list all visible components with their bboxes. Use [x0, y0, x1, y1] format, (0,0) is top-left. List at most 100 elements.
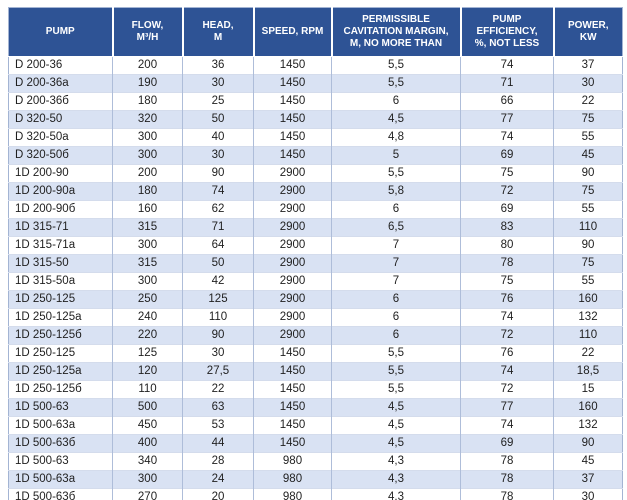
pump-name-cell: D 320-50б — [8, 146, 113, 165]
table-row: 1D 250-125б 220 90 2900 6 72 110 — [8, 326, 623, 345]
cavitation-cell: 5,5 — [331, 56, 461, 75]
power-cell: 90 — [553, 164, 623, 183]
head-cell: 110 — [182, 308, 254, 327]
flow-cell: 300 — [112, 470, 183, 489]
table-row: 1D 250-125a 240 110 2900 6 74 132 — [8, 308, 623, 327]
table-row: 1D 315-71 315 71 2900 6,5 83 110 — [8, 218, 623, 237]
pump-name-cell: 1D 500-63a — [8, 416, 113, 435]
cavitation-cell: 4,8 — [331, 128, 461, 147]
speed-cell: 1450 — [253, 74, 332, 93]
table-row: 1D 315-71a 300 64 2900 7 80 90 — [8, 236, 623, 255]
efficiency-cell: 74 — [460, 416, 554, 435]
speed-cell: 980 — [253, 452, 332, 471]
speed-cell: 1450 — [253, 56, 332, 75]
power-cell: 132 — [553, 308, 623, 327]
power-cell: 45 — [553, 146, 623, 165]
pump-name-cell: 1D 250-125a — [8, 308, 113, 327]
speed-cell: 1450 — [253, 398, 332, 417]
head-cell: 20 — [182, 488, 254, 500]
efficiency-cell: 78 — [460, 452, 554, 471]
table-row: 1D 500-63 340 28 980 4,3 78 45 — [8, 452, 623, 471]
power-cell: 90 — [553, 236, 623, 255]
pump-name-cell: 1D 250-125 — [8, 344, 113, 363]
power-cell: 75 — [553, 182, 623, 201]
table-row: 1D 500-63б 270 20 980 4,3 78 30 — [8, 488, 623, 500]
table-row: 1D 500-63б 400 44 1450 4,5 69 90 — [8, 434, 623, 453]
pump-name-cell: 1D 250-125б — [8, 380, 113, 399]
speed-cell: 2900 — [253, 254, 332, 273]
efficiency-cell: 72 — [460, 380, 554, 399]
flow-cell: 200 — [112, 164, 183, 183]
column-header-pump: PUMP — [8, 7, 113, 57]
cavitation-cell: 5,5 — [331, 74, 461, 93]
pump-name-cell: 1D 315-71a — [8, 236, 113, 255]
flow-cell: 315 — [112, 254, 183, 273]
speed-cell: 2900 — [253, 236, 332, 255]
efficiency-cell: 77 — [460, 398, 554, 417]
column-header-power: POWER, KW — [552, 7, 623, 57]
power-cell: 18,5 — [553, 362, 623, 381]
power-cell: 75 — [553, 254, 623, 273]
cavitation-cell: 6 — [331, 92, 461, 111]
flow-cell: 110 — [112, 380, 183, 399]
cavitation-cell: 4,5 — [331, 398, 461, 417]
flow-cell: 300 — [112, 272, 183, 291]
efficiency-cell: 78 — [460, 254, 554, 273]
power-cell: 22 — [553, 92, 623, 111]
speed-cell: 2900 — [253, 164, 332, 183]
speed-cell: 1450 — [253, 92, 332, 111]
speed-cell: 2900 — [253, 200, 332, 219]
speed-cell: 2900 — [253, 182, 332, 201]
efficiency-cell: 80 — [460, 236, 554, 255]
flow-cell: 180 — [112, 182, 183, 201]
table-row: 1D 200-90б 160 62 2900 6 69 55 — [8, 200, 623, 219]
cavitation-cell: 5,5 — [331, 362, 461, 381]
efficiency-cell: 83 — [460, 218, 554, 237]
pump-name-cell: 1D 500-63 — [8, 452, 113, 471]
pump-name-cell: 1D 500-63 — [8, 398, 113, 417]
pump-name-cell: 1D 200-90a — [8, 182, 113, 201]
table-row: 1D 250-125 125 30 1450 5,5 76 22 — [8, 344, 623, 363]
flow-cell: 220 — [112, 326, 183, 345]
cavitation-cell: 4,5 — [331, 416, 461, 435]
cavitation-cell: 6 — [331, 326, 461, 345]
cavitation-cell: 4,5 — [331, 110, 461, 129]
column-header-flow: FLOW, M³/H — [111, 7, 183, 57]
speed-cell: 2900 — [253, 272, 332, 291]
table-row: D 320-50 320 50 1450 4,5 77 75 — [8, 110, 623, 129]
pump-specifications-table: PUMP FLOW, M³/H HEAD, M SPEED, RPM PERMI… — [8, 7, 623, 500]
head-cell: 28 — [182, 452, 254, 471]
pump-name-cell: 1D 200-90б — [8, 200, 113, 219]
head-cell: 44 — [182, 434, 254, 453]
power-cell: 37 — [553, 56, 623, 75]
head-cell: 63 — [182, 398, 254, 417]
power-cell: 90 — [553, 434, 623, 453]
table-row: 1D 250-125a 120 27,5 1450 5,5 74 18,5 — [8, 362, 623, 381]
efficiency-cell: 78 — [460, 470, 554, 489]
table-row: 1D 250-125 250 125 2900 6 76 160 — [8, 290, 623, 309]
flow-cell: 340 — [112, 452, 183, 471]
power-cell: 30 — [553, 74, 623, 93]
efficiency-cell: 76 — [460, 344, 554, 363]
table-row: 1D 200-90 200 90 2900 5,5 75 90 — [8, 164, 623, 183]
efficiency-cell: 69 — [460, 434, 554, 453]
cavitation-cell: 6,5 — [331, 218, 461, 237]
pump-name-cell: 1D 250-125 — [8, 290, 113, 309]
head-cell: 71 — [182, 218, 254, 237]
table-row: D 200-36a 190 30 1450 5,5 71 30 — [8, 74, 623, 93]
head-cell: 64 — [182, 236, 254, 255]
head-cell: 25 — [182, 92, 254, 111]
speed-cell: 2900 — [253, 290, 332, 309]
pump-name-cell: 1D 315-50 — [8, 254, 113, 273]
speed-cell: 1450 — [253, 110, 332, 129]
flow-cell: 250 — [112, 290, 183, 309]
flow-cell: 300 — [112, 128, 183, 147]
flow-cell: 160 — [112, 200, 183, 219]
speed-cell: 2900 — [253, 326, 332, 345]
flow-cell: 125 — [112, 344, 183, 363]
pump-name-cell: 1D 250-125б — [8, 326, 113, 345]
speed-cell: 2900 — [253, 218, 332, 237]
table-row: 1D 500-63 500 63 1450 4,5 77 160 — [8, 398, 623, 417]
cavitation-cell: 6 — [331, 308, 461, 327]
